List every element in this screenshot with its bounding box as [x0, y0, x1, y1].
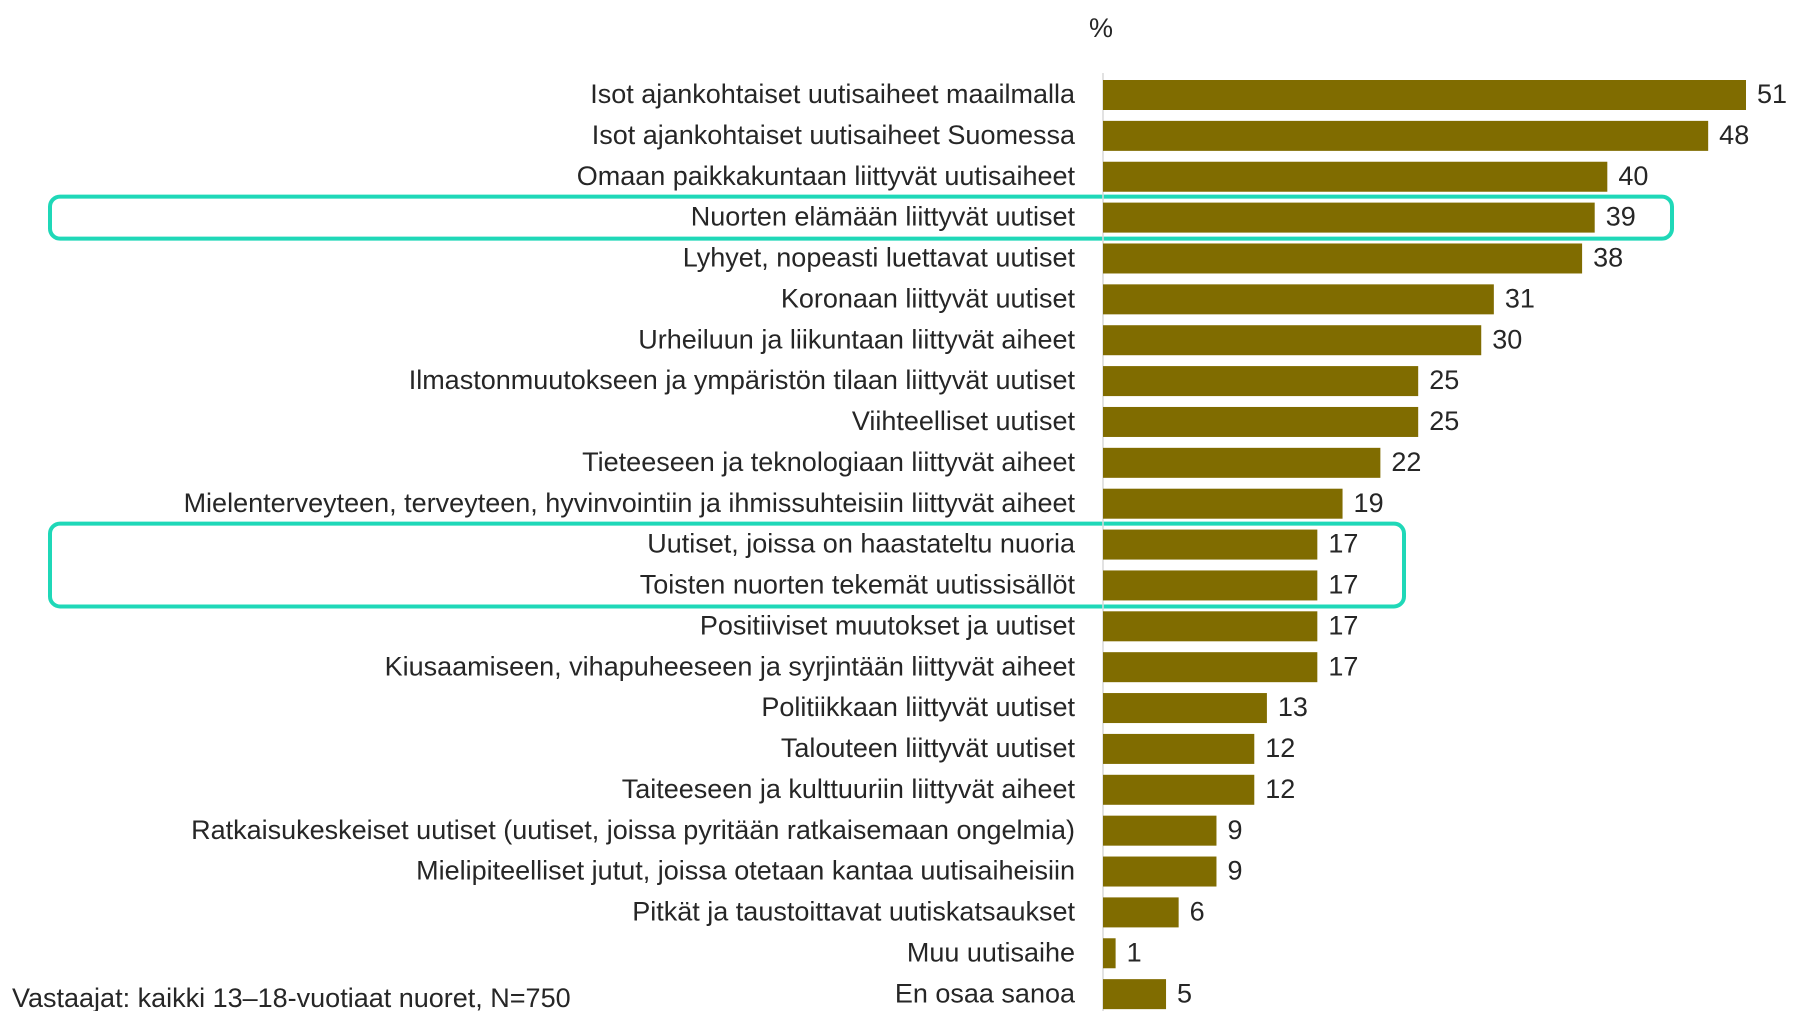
data-label: 1 — [1127, 937, 1142, 967]
category-label: Positiiviset muutokset ja uutiset — [700, 610, 1076, 640]
data-label: 17 — [1328, 570, 1358, 600]
data-label: 31 — [1505, 283, 1535, 313]
data-label: 30 — [1492, 324, 1522, 354]
bar — [1103, 202, 1595, 233]
bar — [1103, 774, 1255, 805]
category-label: Isot ajankohtaiset uutisaiheet maailmall… — [590, 79, 1076, 109]
bar — [1103, 366, 1419, 397]
bar — [1103, 529, 1318, 560]
data-label: 22 — [1391, 447, 1421, 477]
footnote: Vastaajat: kaikki 13–18-vuotiaat nuoret,… — [12, 983, 571, 1011]
bar — [1103, 570, 1318, 601]
data-label: 6 — [1190, 897, 1205, 927]
category-label: Ilmastonmuutokseen ja ympäristön tilaan … — [409, 365, 1076, 395]
category-label: Omaan paikkakuntaan liittyvät uutisaihee… — [577, 161, 1076, 191]
bar — [1103, 243, 1583, 274]
bar — [1103, 488, 1343, 519]
bar — [1103, 938, 1116, 969]
axis-label: % — [1089, 13, 1113, 43]
data-label: 5 — [1177, 978, 1192, 1008]
bar — [1103, 733, 1255, 764]
data-label: 13 — [1278, 692, 1308, 722]
bar — [1103, 815, 1217, 846]
data-label: 9 — [1227, 815, 1242, 845]
category-label: Mielenterveyteen, terveyteen, hyvinvoint… — [184, 488, 1076, 518]
highlight-box — [48, 194, 1674, 241]
category-label: Uutiset, joissa on haastateltu nuoria — [647, 529, 1076, 559]
category-label: Kiusaamiseen, vihapuheeseen ja syrjintää… — [385, 651, 1076, 681]
bar — [1103, 611, 1318, 642]
bar — [1103, 325, 1482, 356]
bar — [1103, 897, 1179, 928]
bar — [1103, 693, 1267, 724]
data-label: 38 — [1593, 243, 1623, 273]
data-label: 17 — [1328, 529, 1358, 559]
data-label: 25 — [1429, 406, 1459, 436]
category-label: Tieteeseen ja teknologiaan liittyvät aih… — [582, 447, 1075, 477]
data-label: 39 — [1606, 202, 1636, 232]
bar — [1103, 406, 1419, 437]
data-label: 40 — [1618, 161, 1648, 191]
data-label: 51 — [1757, 79, 1787, 109]
category-label: Lyhyet, nopeasti luettavat uutiset — [683, 243, 1076, 273]
category-label: Nuorten elämään liittyvät uutiset — [691, 202, 1076, 232]
category-label: Mielipiteelliset jutut, joissa otetaan k… — [416, 856, 1075, 886]
category-label: Urheiluun ja liikuntaan liittyvät aiheet — [638, 324, 1075, 354]
data-label: 25 — [1429, 365, 1459, 395]
bar — [1103, 856, 1217, 887]
category-label: Muu uutisaihe — [907, 937, 1075, 967]
data-label: 9 — [1227, 856, 1242, 886]
bar — [1103, 979, 1167, 1010]
highlight-box — [48, 521, 1406, 609]
bar — [1103, 284, 1494, 315]
data-label: 48 — [1719, 120, 1749, 150]
bar — [1103, 161, 1608, 192]
category-label: Koronaan liittyvät uutiset — [781, 283, 1076, 313]
data-label: 12 — [1265, 733, 1295, 763]
category-label: Pitkät ja taustoittavat uutiskatsaukset — [632, 897, 1075, 927]
data-label: 12 — [1265, 774, 1295, 804]
data-label: 19 — [1354, 488, 1384, 518]
category-label: Ratkaisukeskeiset uutiset (uutiset, jois… — [191, 815, 1075, 845]
category-label: Politiikkaan liittyvät uutiset — [761, 692, 1075, 722]
category-label: Toisten nuorten tekemät uutissisällöt — [640, 570, 1076, 600]
category-label: Viihteelliset uutiset — [852, 406, 1076, 436]
bar — [1103, 652, 1318, 683]
data-label: 17 — [1328, 610, 1358, 640]
category-label: En osaa sanoa — [895, 978, 1076, 1008]
data-label: 17 — [1328, 651, 1358, 681]
category-label: Talouteen liittyvät uutiset — [781, 733, 1076, 763]
bar — [1103, 80, 1746, 110]
bar — [1103, 120, 1709, 151]
category-label: Isot ajankohtaiset uutisaiheet Suomessa — [592, 120, 1076, 150]
bar — [1103, 447, 1381, 478]
category-label: Taiteeseen ja kulttuuriin liittyvät aihe… — [622, 774, 1076, 804]
